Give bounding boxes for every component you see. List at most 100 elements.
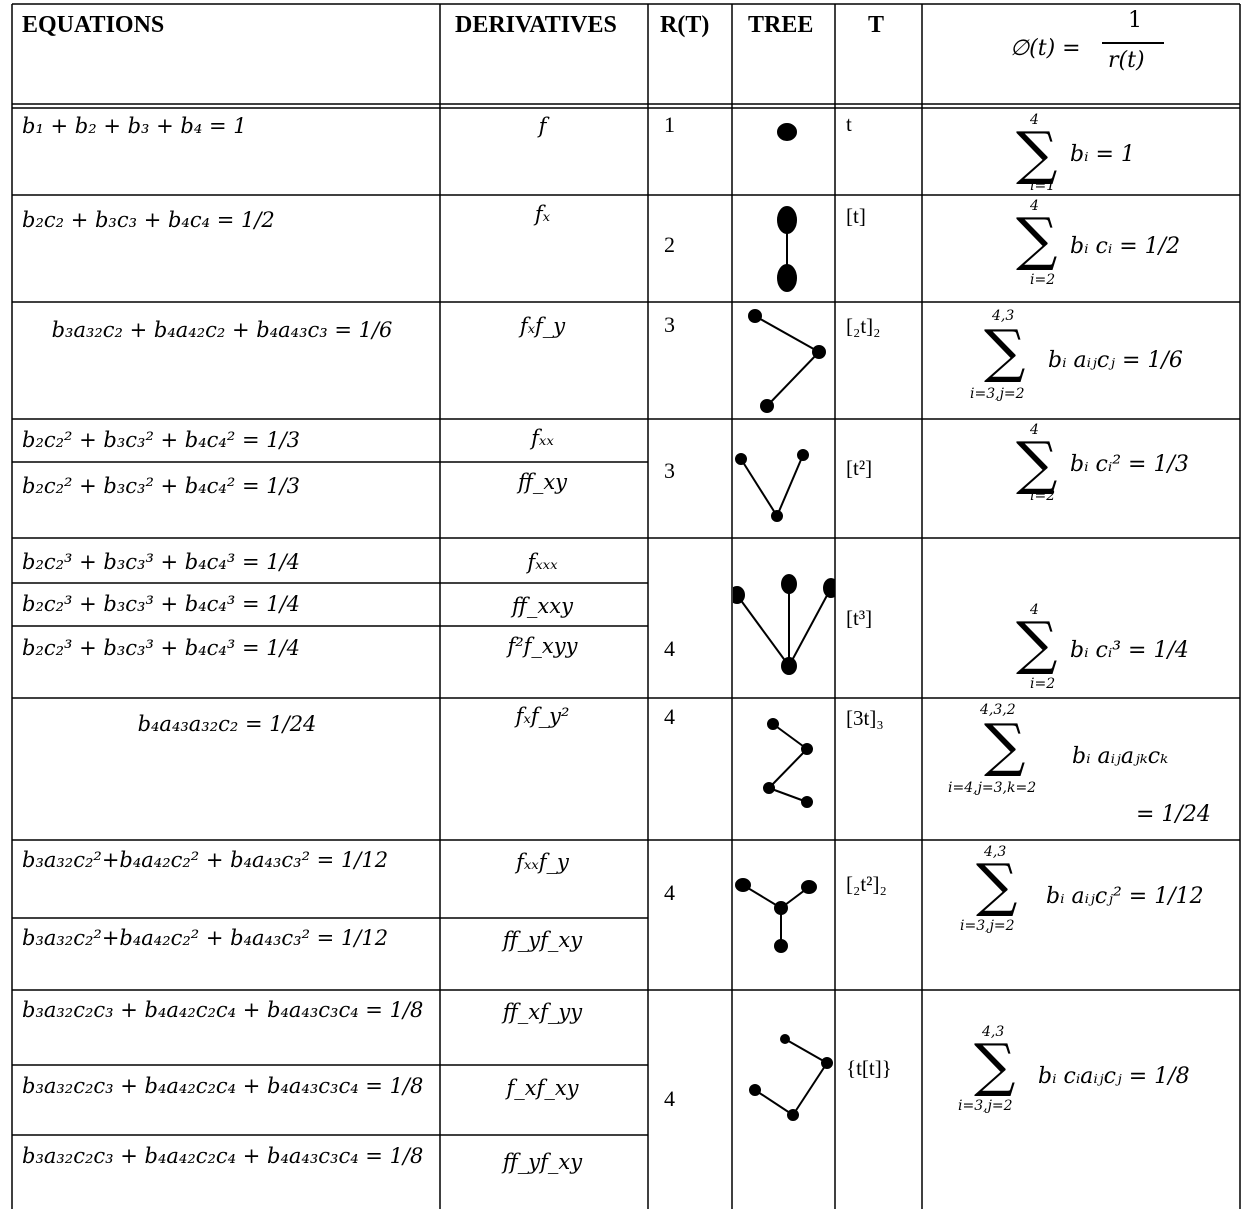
tree-edge [736, 594, 790, 667]
tree-node [735, 453, 747, 465]
derivative: fₓf_y² [515, 704, 570, 728]
sum-rhs: bᵢ cᵢ = 1/2 [1070, 234, 1181, 259]
equation: b₂c₂³ + b₃c₃³ + b₄c₄³ = 1/4 [22, 636, 301, 660]
sum-upper-limit: 4,3 [982, 1024, 1005, 1040]
tree-node [771, 510, 783, 522]
sum-rhs: bᵢ = 1 [1070, 142, 1135, 167]
equation: b₂c₂³ + b₃c₃³ + b₄c₄³ = 1/4 [22, 592, 301, 616]
sigma-icon: ∑ [984, 317, 1026, 385]
equation: b₃a₃₂c₂c₃ + b₄a₄₂c₂c₄ + b₄a₄₃c₃c₄ = 1/8 [22, 1074, 424, 1098]
rt-value: 3 [664, 312, 675, 337]
equation: b₃a₃₂c₂²+b₄a₄₂c₂² + b₄a₄₃c₃² = 1/12 [22, 926, 389, 950]
sum-upper-limit: 4,3 [992, 308, 1015, 324]
header-equations: EQUATIONS [22, 12, 165, 38]
tree-edge [754, 315, 820, 353]
tree-node [781, 657, 797, 675]
rt-value: 2 [664, 232, 675, 257]
derivative: fₓₓ [531, 426, 554, 450]
equation: b₂c₂² + b₃c₃² + b₄c₄² = 1/3 [22, 428, 301, 452]
sum-lower-limit: i=2 [1030, 676, 1056, 692]
derivative: fₓf_y [519, 314, 566, 338]
tree-node [823, 578, 835, 598]
rt-value: 3 [664, 458, 675, 483]
tree-node [749, 1084, 761, 1096]
sum-rhs: bᵢ cᵢ² = 1/3 [1070, 452, 1189, 477]
sum-upper-limit: 4 [1030, 602, 1039, 618]
sum-rhs: bᵢ aᵢⱼcⱼ² = 1/12 [1046, 884, 1204, 909]
header-phi-num: 1 [1128, 8, 1142, 33]
sum-upper-limit: 4,3 [984, 844, 1007, 860]
sigma-icon: ∑ [984, 711, 1026, 779]
sigma-icon: ∑ [1016, 119, 1058, 187]
sum-rhs: bᵢ aᵢⱼcⱼ = 1/6 [1048, 348, 1183, 373]
derivative: fₓ [534, 202, 551, 226]
header-phi-den: r(t) [1108, 48, 1145, 73]
tree-edge [754, 1089, 794, 1116]
tree-node [781, 574, 797, 594]
tree-node [787, 1109, 799, 1121]
tree-node [763, 782, 775, 794]
tree-node [774, 939, 788, 953]
sum-upper-limit: 4 [1030, 112, 1039, 128]
tree-node [774, 901, 788, 915]
sigma-icon: ∑ [1016, 609, 1058, 677]
sum-lower-limit: i=3,j=2 [958, 1098, 1013, 1114]
sum-rhs: bᵢ cᵢaᵢⱼcⱼ = 1/8 [1038, 1064, 1190, 1089]
t-code: t [846, 112, 852, 136]
t-code: [₂t]₂ [846, 314, 881, 338]
equation: b₃a₃₂c₂ + b₄a₄₂c₂ + b₄a₄₃c₃ = 1/6 [51, 318, 393, 342]
tree-node [777, 123, 797, 141]
equation: b₃a₃₂c₂c₃ + b₄a₄₂c₂c₄ + b₄a₄₃c₃c₄ = 1/8 [22, 998, 424, 1022]
derivative: fₓₓf_y [516, 850, 569, 874]
sum-upper-limit: 4 [1030, 422, 1039, 438]
t-code: [3t]₃ [846, 706, 884, 730]
header-rt: R(T) [660, 12, 710, 38]
header-t: T [868, 12, 885, 38]
tree-edge [766, 351, 820, 407]
derivative: fₓₓₓ [527, 550, 558, 574]
derivative: ff_yf_xy [502, 1150, 583, 1174]
rt-value: 4 [664, 1086, 675, 1111]
tree-edge [776, 454, 804, 517]
equation: b₃a₃₂c₂c₃ + b₄a₄₂c₂c₄ + b₄a₄₃c₃c₄ = 1/8 [22, 1144, 424, 1168]
equation: b₂c₂² + b₃c₃² + b₄c₄² = 1/3 [22, 474, 301, 498]
tree-node [748, 309, 762, 323]
sum-lower-limit: i=4,j=3,k=2 [948, 780, 1037, 796]
derivative: ff_xf_yy [502, 1000, 583, 1024]
tree-edge [768, 748, 808, 789]
tree-node [812, 345, 826, 359]
derivative: ff_xxy [512, 594, 573, 618]
rt-value: 4 [664, 704, 675, 729]
header-phi-bar [1102, 42, 1164, 44]
tree-node [735, 878, 751, 892]
tree-edge [792, 1062, 828, 1116]
tree-node [801, 796, 813, 808]
tree-edge [740, 458, 778, 517]
equation: b₂c₂³ + b₃c₃³ + b₄c₄³ = 1/4 [22, 550, 301, 574]
equation: b₁ + b₂ + b₃ + b₄ = 1 [22, 114, 247, 138]
sigma-icon: ∑ [976, 851, 1018, 919]
sum-upper-limit: 4 [1030, 198, 1039, 214]
derivative: f²f_xyy [507, 634, 578, 658]
tree-node [760, 399, 774, 413]
tree-node [821, 1057, 833, 1069]
sum-lower-limit: i=2 [1030, 272, 1056, 288]
tree-edge [788, 587, 832, 667]
derivative: f [538, 114, 547, 138]
tree-node [801, 880, 817, 894]
t-code: [t] [846, 204, 866, 228]
tree-node [777, 206, 797, 234]
header-phi-lhs: ∅(t) = [1010, 36, 1081, 61]
tree-edge [784, 1038, 828, 1064]
t-code: [t³] [846, 606, 873, 630]
tree-node [797, 449, 809, 461]
sigma-icon: ∑ [974, 1031, 1016, 1099]
derivative: ff_yf_xy [502, 928, 583, 952]
sum-rhs: bᵢ cᵢ³ = 1/4 [1070, 638, 1189, 663]
rt-value: 1 [664, 112, 675, 137]
tree-node [777, 264, 797, 292]
sigma-icon: ∑ [1016, 205, 1058, 273]
rt-value: 4 [664, 636, 675, 661]
